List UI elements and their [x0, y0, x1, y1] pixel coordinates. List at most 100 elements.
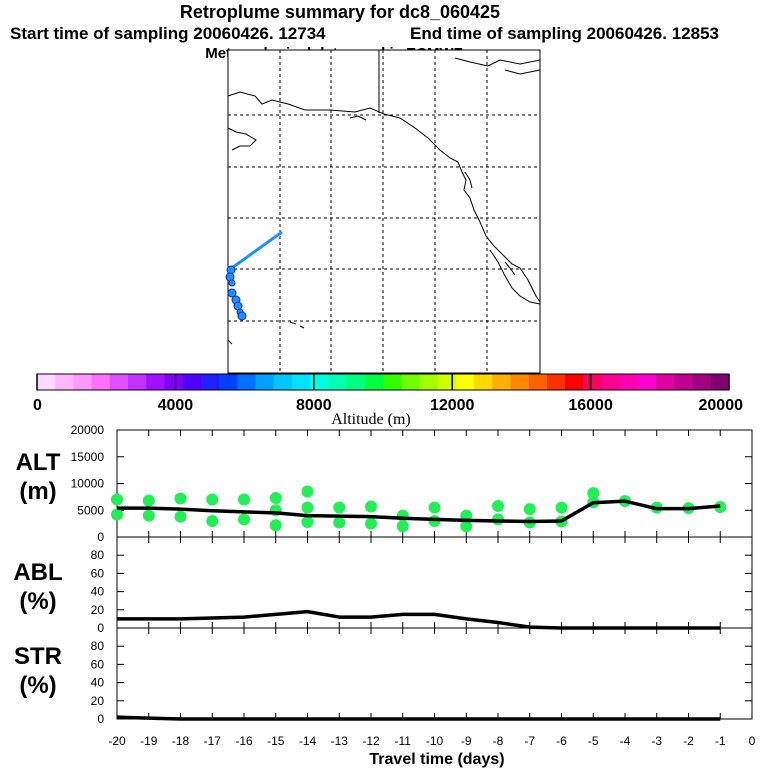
colorbar-segment [710, 374, 730, 390]
map-frame [227, 49, 541, 374]
x-tick-label: -6 [556, 734, 567, 748]
data-point [587, 487, 600, 500]
end-time: End time of sampling 20060426. 12853 [410, 24, 719, 43]
y-tick-label: 15000 [71, 450, 105, 464]
y-tick-label: 40 [91, 585, 105, 599]
colorbar-segment [565, 374, 584, 390]
coastlines [227, 57, 541, 345]
data-point [460, 520, 473, 533]
y-tick-label: 0 [97, 712, 104, 726]
colorbar-segment [91, 374, 111, 390]
panel-alt: 0 5000 10000 15000 20000 ALT(m) [16, 423, 753, 544]
colorbar-segment [291, 374, 311, 390]
x-tick-label: -17 [204, 734, 222, 748]
panel-label: STR [14, 643, 62, 670]
data-point [333, 516, 346, 529]
x-tick-label: -2 [683, 734, 694, 748]
x-tick-label: 0 [749, 734, 756, 748]
data-point [142, 509, 155, 522]
colorbar: 0 4000 8000 12000 16000 20000 [33, 373, 743, 414]
x-tick-label: -7 [524, 734, 535, 748]
x-tick-label: -5 [588, 734, 599, 748]
colorbar-segment [601, 374, 621, 390]
x-tick-label: -11 [395, 734, 412, 748]
map-gridlines [228, 50, 540, 373]
x-tick-label: -3 [651, 734, 662, 748]
series-line-alt [117, 499, 721, 524]
data-point [238, 513, 250, 526]
colorbar-segment [73, 374, 93, 390]
x-tick-label: -10 [426, 734, 444, 748]
map-panel [225, 49, 541, 374]
data-point [142, 494, 155, 507]
data-point [396, 520, 409, 533]
data-point [174, 492, 187, 505]
data-point [111, 493, 123, 506]
y-tick-label: 60 [91, 657, 105, 671]
x-tick-label: -18 [172, 734, 190, 748]
x-tick-label: -13 [331, 734, 349, 748]
data-point [269, 519, 282, 532]
data-point [555, 501, 568, 514]
y-tick-label: 20000 [71, 423, 105, 437]
colorbar-segment [273, 374, 293, 390]
x-tick-label: -14 [299, 734, 317, 748]
colorbar-segment [383, 374, 402, 390]
colorbar-segment [219, 374, 238, 390]
panel-label: (%) [19, 588, 56, 615]
colorbar-segment [328, 374, 348, 390]
colorbar-segment [419, 374, 439, 390]
data-point [365, 500, 377, 513]
x-tick-label: -9 [461, 734, 472, 748]
x-tick-label: -8 [493, 734, 504, 748]
data-point [206, 493, 219, 506]
colorbar-segment [692, 374, 712, 390]
colorbar-segment [401, 374, 420, 390]
data-point [301, 516, 314, 529]
colorbar-segment [492, 374, 511, 390]
colorbar-segment [546, 374, 566, 390]
colorbar-segment [510, 374, 530, 390]
y-tick-label: 80 [91, 548, 105, 562]
data-point [301, 485, 314, 498]
colorbar-segment [55, 374, 74, 390]
colorbar-label: Altitude (m) [331, 411, 411, 428]
y-tick-label: 20 [91, 694, 105, 708]
panel-frame [116, 627, 753, 720]
plume-track [225, 230, 283, 321]
y-tick-label: 40 [91, 676, 105, 690]
chart-panels: 05000100001500020000ALT(m)020406080ABL(%… [13, 423, 755, 768]
x-axis-label: Travel time (days) [369, 751, 504, 768]
y-tick-label: 60 [91, 566, 105, 580]
colorbar-tick-label: 12000 [430, 397, 475, 414]
data-point [301, 501, 314, 514]
panel-abl: 0 20 40 60 80 ABL(%) [13, 536, 753, 635]
colorbar-segment [656, 374, 675, 390]
y-tick-label: 0 [97, 621, 104, 635]
chart-title: Retroplume summary for dc8_060425 [179, 2, 501, 22]
data-point [111, 508, 123, 521]
colorbar-segment [37, 374, 56, 390]
start-time: Start time of sampling 20060426. 12734 [10, 24, 326, 43]
colorbar-segment [346, 374, 366, 390]
x-tick-label: -4 [620, 734, 631, 748]
colorbar-segment [200, 374, 220, 390]
colorbar-segment [164, 374, 184, 390]
colorbar-segment [364, 374, 384, 390]
data-point [333, 501, 346, 514]
data-point [365, 517, 377, 530]
x-tick-label: -15 [267, 734, 285, 748]
data-point [174, 510, 187, 523]
panel-str: 0 20 40 60 80 STR(%) [14, 627, 753, 726]
panel-label: ABL [13, 559, 62, 586]
colorbar-segment [128, 374, 147, 390]
data-point [269, 491, 282, 504]
colorbar-segment [637, 374, 657, 390]
colorbar-segment [437, 374, 457, 390]
data-point [238, 493, 250, 506]
y-tick-label: 20 [91, 603, 105, 617]
data-point [492, 499, 504, 512]
colorbar-tick-label: 8000 [296, 397, 332, 414]
colorbar-segment [583, 374, 603, 390]
